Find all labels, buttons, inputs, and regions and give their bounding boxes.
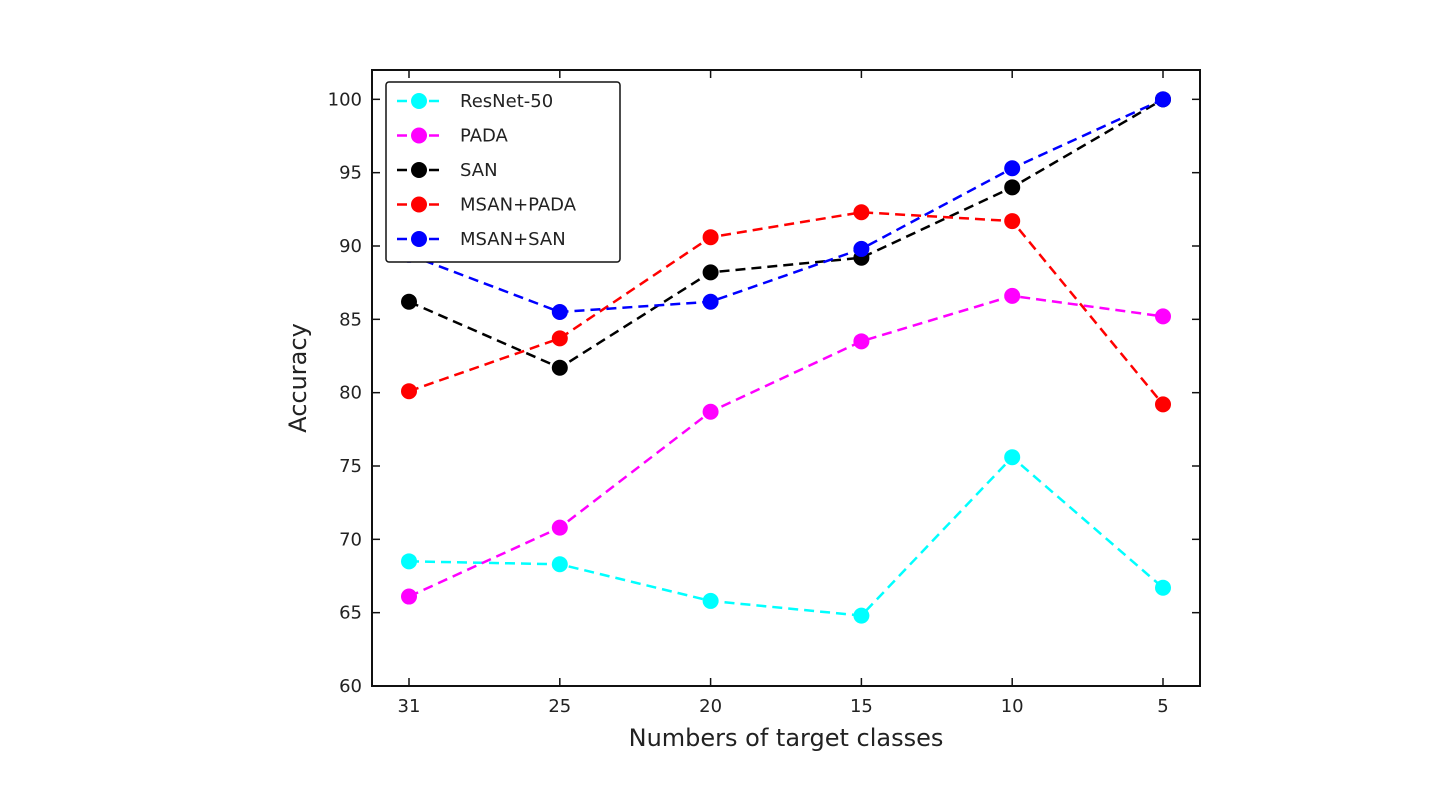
data-point-msan-pada	[1004, 213, 1021, 230]
y-tick-label: 100	[328, 89, 362, 110]
y-axis-title: Accuracy	[284, 323, 312, 433]
data-point-pada	[702, 403, 719, 420]
data-point-san	[702, 264, 719, 281]
y-tick-label: 70	[339, 529, 362, 550]
series-msan-pada	[401, 204, 1171, 413]
x-axis-title: Numbers of target classes	[629, 724, 944, 752]
legend-label-pada: PADA	[460, 126, 509, 147]
data-point-pada	[551, 519, 568, 536]
data-point-resnet-50	[401, 553, 417, 570]
x-tick-label: 15	[850, 696, 873, 717]
data-point-msan-pada	[401, 383, 417, 400]
y-tick-label: 85	[339, 309, 362, 330]
y-tick-label: 65	[339, 603, 362, 624]
data-point-pada	[853, 333, 870, 350]
y-tick-label: 90	[339, 236, 362, 257]
legend-marker-pada	[411, 127, 427, 144]
series-line-san	[408, 98, 1164, 370]
series-pada	[401, 287, 1171, 605]
x-axis: 31 25 20 15 10 5	[398, 70, 1169, 717]
legend-marker-msan-san	[411, 231, 427, 247]
data-point-resnet-50	[853, 607, 870, 624]
data-point-resnet-50	[702, 592, 719, 609]
y-axis: 60 65 70 75 80 85 90 95 100	[328, 89, 1200, 697]
series-resnet-50	[401, 449, 1171, 624]
data-point-msan-pada	[551, 330, 568, 347]
x-tick-label: 25	[548, 696, 571, 717]
data-point-msan-pada	[1155, 396, 1171, 413]
data-point-san	[1004, 179, 1021, 196]
data-point-resnet-50	[1155, 579, 1171, 596]
legend-marker-san	[411, 162, 427, 178]
data-point-msan-pada	[702, 229, 719, 246]
data-point-pada	[1004, 287, 1021, 304]
legend-label-san: SAN	[460, 160, 498, 181]
x-tick-label: 31	[398, 696, 421, 717]
series-line-resnet-50	[408, 455, 1164, 617]
data-point-pada	[401, 588, 417, 605]
data-point-msan-san	[1155, 91, 1171, 108]
y-tick-label: 75	[339, 456, 362, 477]
legend-box	[385, 81, 621, 263]
legend: ResNet-50 PADA SAN MSAN+PADA MSAN+SAN	[385, 81, 621, 263]
plot-frame	[371, 69, 1201, 687]
y-tick-label: 60	[339, 676, 362, 697]
data-point-san	[551, 359, 568, 376]
data-point-msan-san	[551, 304, 568, 320]
data-point-msan-san	[702, 293, 719, 310]
legend-label-resnet-50: ResNet-50	[460, 91, 553, 112]
series-layer	[401, 91, 1171, 624]
legend-marker-resnet-50	[411, 93, 427, 109]
legend-marker-msan-pada	[411, 196, 427, 213]
data-point-msan-san	[853, 240, 870, 257]
x-tick-label: 5	[1157, 696, 1168, 717]
x-tick-label: 10	[1001, 696, 1024, 717]
legend-label-msan-san: MSAN+SAN	[460, 229, 566, 250]
data-point-san	[401, 293, 417, 310]
data-point-msan-san	[1004, 160, 1021, 177]
series-line-msan-pada	[408, 211, 1164, 406]
series-line-pada	[408, 294, 1164, 598]
legend-label-msan-pada: MSAN+PADA	[460, 195, 577, 216]
data-point-pada	[1155, 308, 1171, 325]
series-line-msan-san	[408, 98, 1164, 314]
data-point-resnet-50	[551, 556, 568, 573]
y-tick-label: 95	[339, 163, 362, 184]
data-point-resnet-50	[1004, 449, 1021, 466]
y-tick-label: 80	[339, 383, 362, 404]
x-tick-label: 20	[699, 696, 722, 717]
data-point-msan-pada	[853, 204, 870, 221]
